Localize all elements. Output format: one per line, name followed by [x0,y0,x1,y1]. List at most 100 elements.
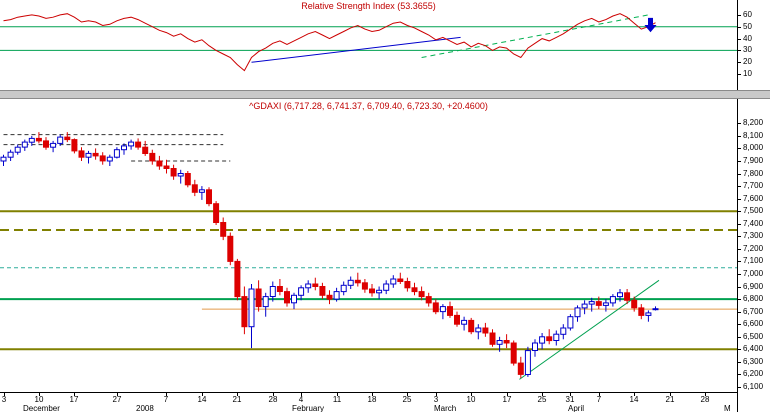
x-axis-day-label: 10 [466,395,476,404]
y-axis-tick [738,50,741,51]
x-axis-day-label: 7 [596,395,602,404]
candle-down [425,296,432,304]
y-axis-tick [738,387,741,388]
candle-down [595,301,602,306]
x-axis-tick [39,393,40,396]
candle-up [28,137,35,143]
candle-down [312,283,319,287]
candle-up [602,302,609,306]
candle-up [539,336,546,344]
x-axis-tick [542,393,543,396]
y-axis-label: 6,500 [743,332,764,341]
candle-down [503,340,510,344]
candle-down [432,302,439,313]
x-axis-day-label: 28 [268,395,278,404]
y-axis-tick [738,324,741,325]
candle-up [106,156,113,162]
candle-up [21,141,28,148]
x-axis-tick [599,393,600,396]
y-axis-label: 7,700 [743,181,764,190]
y-axis-label: 6,400 [743,344,764,353]
rsi-trendline[interactable] [251,36,461,63]
y-axis-tick [738,349,741,350]
y-axis-tick [738,274,741,275]
x-axis-tick [301,393,302,396]
candle-up [652,308,659,311]
candle-up [198,189,205,193]
candle-down [191,184,198,193]
candle-down [276,286,283,292]
x-axis-day-label: 27 [112,395,122,404]
candle-down [135,141,142,148]
candle-up [291,294,297,304]
x-axis-tick [4,393,5,396]
y-axis-tick [738,123,741,124]
candle-up [7,151,14,158]
candle-down [517,362,524,375]
price-trendline[interactable] [519,279,660,380]
candle-down [638,307,645,316]
candle-down [361,282,368,290]
candle-up [390,278,397,285]
y-axis-label: 8,200 [743,118,764,127]
rsi-trendline[interactable] [421,14,649,58]
y-axis: 60 50 40 30 20 10 8,200 8,100 8,000 7,900 7,800 7,7… [737,0,770,412]
x-axis-day-label: 28 [700,395,710,404]
y-axis-label: 6,700 [743,307,764,316]
candle-up [588,301,595,305]
y-axis-label: 20 [743,57,752,66]
panel-divider[interactable] [0,90,770,99]
candle-down [369,288,375,294]
candle-up [524,350,531,376]
rsi-plot[interactable] [0,0,737,90]
down-arrow-icon[interactable] [644,17,657,33]
x-axis-month-label: 2008 [136,404,154,412]
candle-down [78,150,85,158]
y-axis-tick [738,62,741,63]
y-axis-label: 30 [743,45,752,54]
x-axis-month-label: February [292,404,325,412]
y-axis-label: 8,100 [743,131,764,140]
candle-up [376,289,383,294]
candle-down [454,314,460,325]
candle-up [532,342,538,351]
candle-down [220,222,227,237]
candle-up [617,292,623,298]
price-plot[interactable] [0,112,737,392]
x-axis-tick [634,393,635,396]
y-axis-tick [738,39,741,40]
candle-up [0,156,7,162]
y-axis-label: 10 [743,69,752,78]
symbol-quote-title: ^GDAXI (6,717.28, 6,741.37, 6,709.40, 6,… [249,101,488,111]
y-axis-tick [738,161,741,162]
candle-down [468,319,475,333]
candle-down [142,146,149,155]
x-axis-day-label: 31 [565,395,575,404]
y-axis-label: 6,100 [743,382,764,391]
candle-down [284,291,290,304]
x-axis-tick [372,393,373,396]
candle-down [170,168,177,177]
y-axis-label: 6,200 [743,369,764,378]
candle-down [156,160,163,167]
y-axis-tick [738,362,741,363]
candle-up [113,149,120,158]
candle-down [418,291,425,298]
candle-up [128,141,135,147]
candle-down [241,296,248,328]
candle-down [99,155,106,162]
y-axis-label: 7,600 [743,194,764,203]
rsi-indicator-title: Relative Strength Index (53.3655) [301,1,436,11]
candle-up [248,288,255,328]
candle-down [546,336,553,342]
candle-up [347,279,354,286]
candle-up [305,283,312,289]
rsi-line [3,13,656,72]
candle-down [64,136,71,141]
y-axis-tick [738,136,741,137]
candle-up [553,333,560,341]
candle-down [482,327,489,334]
x-axis-tick [273,393,274,396]
x-axis-day-label: 21 [665,395,675,404]
